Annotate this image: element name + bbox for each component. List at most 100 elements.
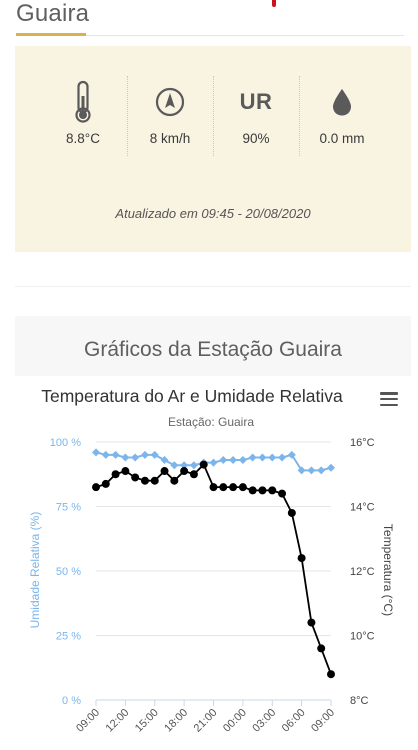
x-tick-label: 03:00 xyxy=(250,707,278,735)
humidity-point xyxy=(297,466,306,475)
temperature-point xyxy=(92,483,100,492)
temperature-humidity-chart[interactable] xyxy=(0,376,411,750)
rain-drop-icon xyxy=(299,76,385,128)
temperature-point xyxy=(150,476,159,485)
humidity-point xyxy=(170,461,179,470)
temperature-point xyxy=(180,467,189,476)
temperature-metric: 8.8°C xyxy=(40,76,126,146)
brand-logo-fragment xyxy=(272,0,276,7)
divider xyxy=(299,76,300,156)
humidity-ur-icon: UR xyxy=(213,76,299,128)
chart-menu-button[interactable] xyxy=(380,392,398,408)
left-tick-label: 50 % xyxy=(56,566,81,578)
temperature-point xyxy=(140,476,149,485)
humidity-point xyxy=(180,461,189,470)
temperature-point xyxy=(219,483,228,492)
humidity-point xyxy=(248,453,257,462)
temperature-point xyxy=(268,486,277,495)
chart-subtitle: Estação: Guaira xyxy=(168,415,254,429)
right-tick-label: 10°C xyxy=(350,631,375,643)
temperature-point xyxy=(189,470,198,479)
humidity-point xyxy=(131,453,140,462)
humidity-point xyxy=(160,456,169,465)
right-tick-label: 8°C xyxy=(350,695,369,707)
temperature-point xyxy=(209,483,218,492)
temperature-series-line xyxy=(95,463,332,675)
humidity-point xyxy=(189,461,198,470)
temperature-point xyxy=(248,486,257,495)
humidity-point xyxy=(121,453,130,462)
temperature-point xyxy=(111,470,120,479)
divider xyxy=(127,76,128,156)
temperature-point xyxy=(229,483,238,492)
temperature-point xyxy=(258,486,267,495)
left-axis-title: Umidade Relativa (%) xyxy=(28,512,42,629)
humidity-point xyxy=(101,450,110,459)
x-tick-label: 12:00 xyxy=(104,707,132,735)
rain-value: 0.0 mm xyxy=(319,131,365,146)
temperature-value: 8.8°C xyxy=(66,131,100,146)
humidity-point xyxy=(140,450,149,459)
left-tick-label: 25 % xyxy=(56,631,81,643)
x-tick-label: 21:00 xyxy=(192,707,220,735)
humidity-label: UR xyxy=(239,89,273,114)
title-underline xyxy=(16,33,86,36)
humidity-point xyxy=(327,463,335,472)
thermometer-icon xyxy=(40,76,126,128)
right-tick-label: 16°C xyxy=(350,437,375,449)
chart-title: Temperatura do Ar e Umidade Relativa xyxy=(41,386,343,406)
graphs-heading: Gráficos da Estação Guaira xyxy=(84,338,342,361)
humidity-point xyxy=(229,456,238,465)
humidity-point xyxy=(317,466,326,475)
humidity-point xyxy=(268,453,277,462)
humidity-metric: UR 90% xyxy=(213,76,299,146)
temperature-point xyxy=(317,644,326,653)
humidity-value: 90% xyxy=(242,131,270,146)
left-tick-label: 0 % xyxy=(62,695,81,707)
right-tick-label: 12°C xyxy=(350,566,375,578)
x-tick-label: 15:00 xyxy=(133,707,161,735)
temperature-point xyxy=(160,467,169,476)
x-tick-label: 00:00 xyxy=(221,707,249,735)
humidity-point xyxy=(111,450,120,459)
humidity-point xyxy=(150,450,159,459)
x-tick-label: 09:00 xyxy=(309,707,337,735)
left-tick-label: 100 % xyxy=(50,437,81,449)
humidity-point xyxy=(258,453,267,462)
humidity-point xyxy=(278,453,287,462)
temperature-point xyxy=(131,473,140,482)
section-divider xyxy=(15,286,411,287)
temperature-point xyxy=(278,489,287,498)
wind-direction-icon xyxy=(127,76,213,128)
temperature-point xyxy=(327,670,335,679)
humidity-point xyxy=(219,456,228,465)
temperature-point xyxy=(101,479,110,488)
last-updated-text: Atualizado em 09:45 - 20/08/2020 xyxy=(115,206,311,221)
x-tick-label: 18:00 xyxy=(162,707,190,735)
rain-metric: 0.0 mm xyxy=(299,76,385,146)
left-tick-label: 75 % xyxy=(56,502,81,514)
temperature-point xyxy=(199,460,208,469)
temperature-point xyxy=(297,554,306,563)
right-axis-title: Temperatura (°C) xyxy=(381,524,395,616)
temperature-point xyxy=(121,467,130,476)
current-weather-card: 8.8°C 8 km/h UR 90% 0.0 mm Atualizado em… xyxy=(15,46,411,252)
title-divider xyxy=(86,35,404,36)
x-tick-label: 09:00 xyxy=(74,707,102,735)
humidity-point xyxy=(209,458,218,467)
temperature-point xyxy=(307,618,316,627)
x-tick-label: 06:00 xyxy=(280,707,308,735)
station-title: Guaira xyxy=(16,0,90,27)
humidity-point xyxy=(92,448,100,457)
wind-metric: 8 km/h xyxy=(127,76,213,146)
divider xyxy=(213,76,214,156)
temperature-point xyxy=(170,476,179,485)
wind-value: 8 km/h xyxy=(149,131,191,146)
temperature-point xyxy=(287,508,296,517)
humidity-point xyxy=(287,450,296,459)
right-tick-label: 14°C xyxy=(350,502,375,514)
temperature-point xyxy=(238,483,247,492)
humidity-point xyxy=(307,466,316,475)
humidity-point xyxy=(238,456,247,465)
